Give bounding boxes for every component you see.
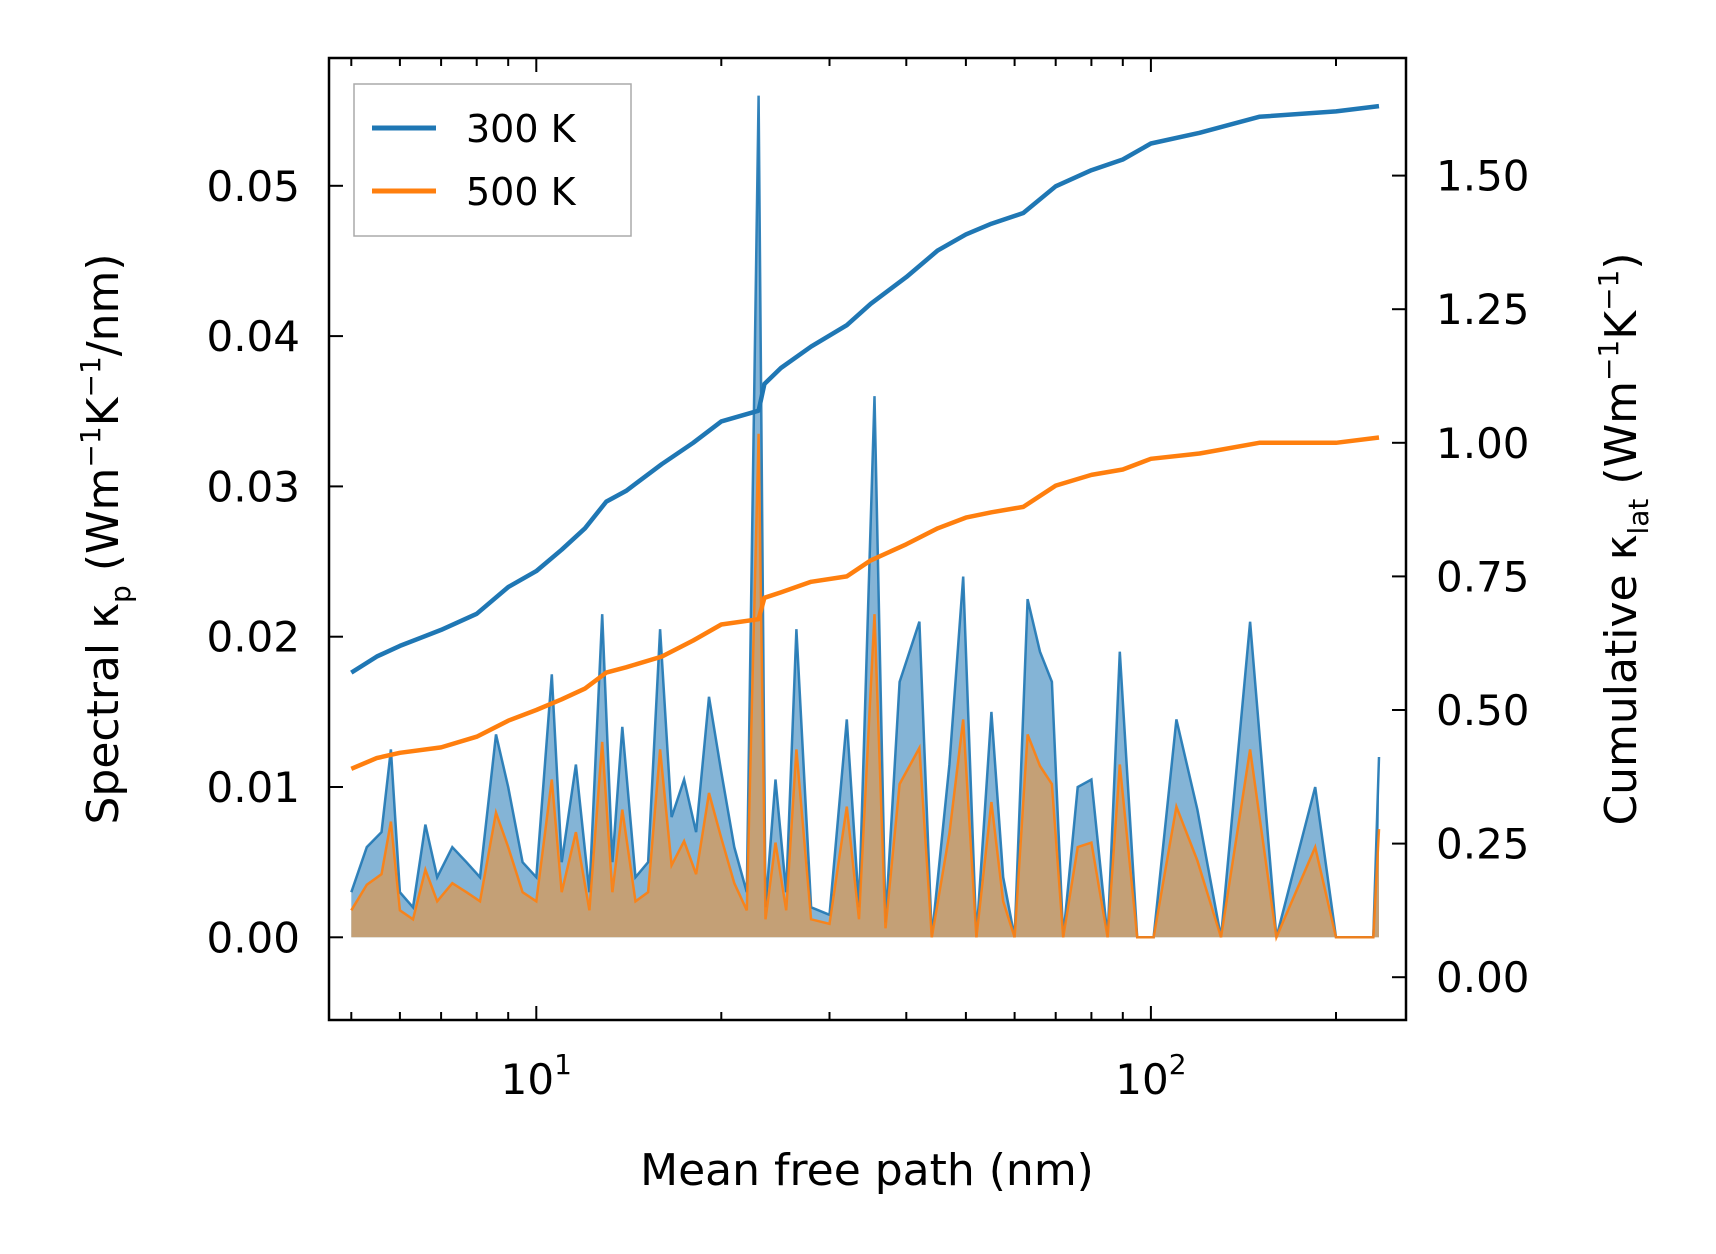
y-tick-label-right: 1.25 <box>1436 285 1530 334</box>
spectral-area-300k <box>351 95 1379 938</box>
y-tick-label-left: 0.00 <box>206 913 300 962</box>
legend-label-500k: 500 K <box>466 170 577 214</box>
legend-box <box>353 83 632 237</box>
y-tick-label-left: 0.01 <box>206 763 300 812</box>
x-tick-label: 102 <box>1115 1048 1186 1104</box>
plot-content <box>350 95 1381 942</box>
y-tick-label-right: 1.50 <box>1436 152 1530 201</box>
ticks: 101 102 0.00 0.01 0.02 0.03 0.04 0.05 0.00 0.25 0.… <box>206 58 1530 1104</box>
cumulative-line-500k <box>350 435 1380 771</box>
legend-label-300k: 300 K <box>466 107 577 151</box>
spectral-line-500k <box>350 433 1381 942</box>
x-tick-label: 101 <box>501 1048 572 1104</box>
y-tick-label-right: 0.00 <box>1436 953 1530 1002</box>
y-axis-right-title: Cumulative κlat (Wm−1K−1) <box>1592 252 1655 825</box>
y-tick-label-right: 0.50 <box>1436 686 1530 735</box>
y-tick-label-left: 0.04 <box>206 312 300 361</box>
y-tick-label-left: 0.02 <box>206 613 300 662</box>
y-tick-label-left: 0.03 <box>206 462 300 511</box>
y-axis-left-title: Spectral κp (Wm−1K−1/nm) <box>74 253 137 824</box>
y-tick-label-right: 1.00 <box>1436 419 1530 468</box>
y-tick-label-right: 0.75 <box>1436 552 1530 601</box>
cumulative-line-300k <box>350 103 1380 675</box>
y-tick-label-right: 0.25 <box>1436 820 1530 869</box>
x-axis-title: Mean free path (nm) <box>640 1145 1094 1196</box>
legend: 300 K 500 K <box>353 83 632 237</box>
plot-frame <box>327 56 1408 1022</box>
spectral-area-500k <box>351 433 1379 938</box>
y-tick-label-left: 0.05 <box>206 162 300 211</box>
